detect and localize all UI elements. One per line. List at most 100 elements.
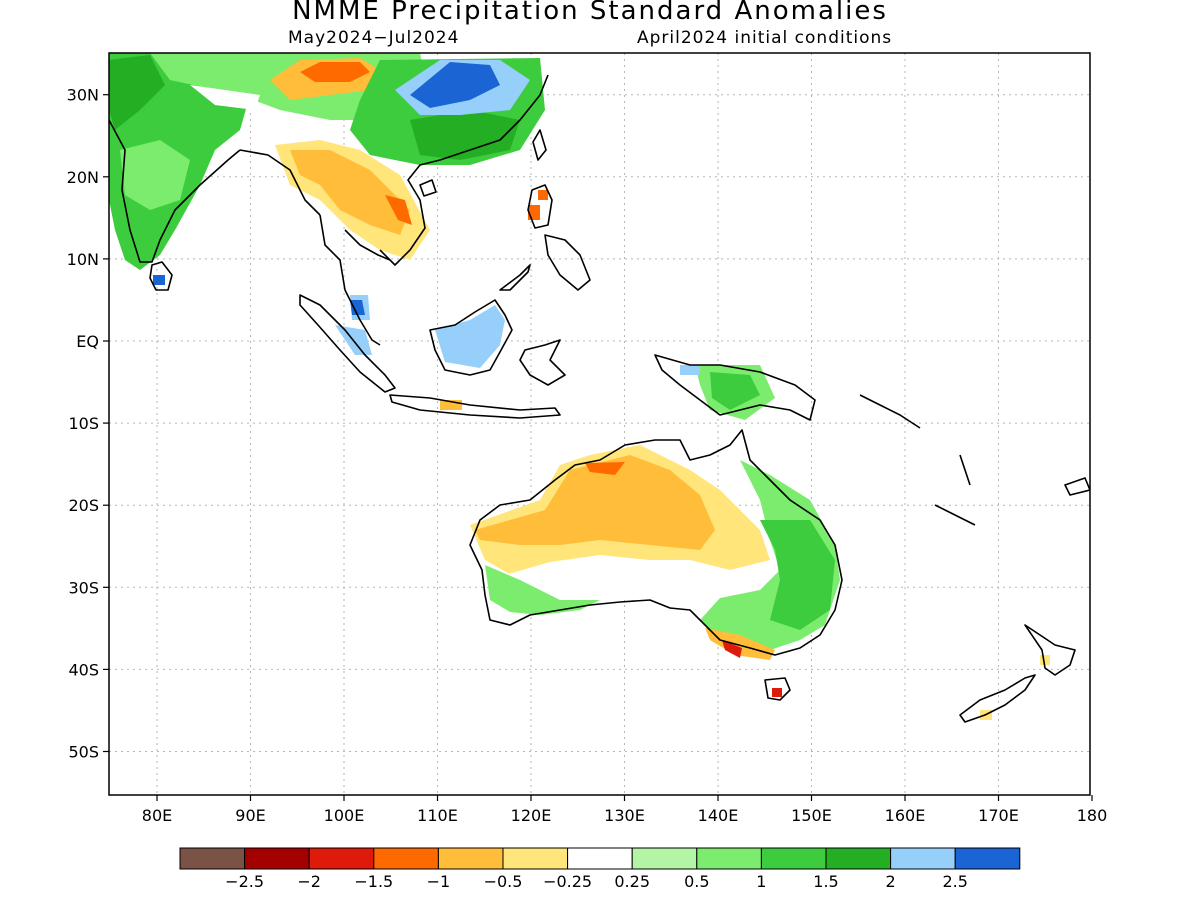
borneo-coast bbox=[429, 299, 513, 376]
india-coast bbox=[109, 119, 241, 263]
vanuatu-coast bbox=[959, 454, 971, 486]
legend-swatch bbox=[631, 847, 698, 870]
lat-tick-label: 30N bbox=[67, 86, 99, 105]
tibet-neutral-patch bbox=[190, 85, 260, 110]
legend-swatch bbox=[179, 847, 246, 870]
forecast-period: May2024−Jul2024 bbox=[288, 28, 460, 48]
lat-tick-label: EQ bbox=[76, 332, 99, 351]
sulawesi-coast bbox=[519, 339, 566, 386]
legend-swatch bbox=[954, 847, 1021, 870]
philippines-south-coast bbox=[544, 234, 591, 291]
lat-tick-label: 20S bbox=[68, 496, 99, 515]
legend-label: −1 bbox=[427, 872, 451, 891]
gulf-of-thailand-coast bbox=[344, 229, 391, 261]
new-guinea-blue-patch bbox=[680, 365, 700, 375]
sri-lanka-coast bbox=[149, 261, 173, 291]
australia-extreme-dry-edge bbox=[585, 462, 625, 475]
legend-label: −0.25 bbox=[543, 872, 592, 891]
borneo-wet-region bbox=[435, 305, 505, 368]
lat-tick-label: 20N bbox=[67, 168, 99, 187]
legend-label: −0.5 bbox=[484, 872, 523, 891]
tibet-very-dry-patch bbox=[300, 62, 370, 82]
philippines-luzon-coast bbox=[527, 184, 553, 229]
bay-of-bengal-coast bbox=[239, 149, 321, 216]
lat-tick-label: 10S bbox=[68, 414, 99, 433]
legend-colorbar: −2.5 −2 −1.5 −1 −0.5 −0.25 0.25 0.5 1 1.5 2 2.5 bbox=[179, 847, 1021, 891]
java-coast bbox=[389, 394, 561, 419]
south-china-very-wet-patch bbox=[410, 110, 520, 160]
lon-tick-label: 90E bbox=[235, 806, 265, 825]
initial-conditions: April2024 initial conditions bbox=[637, 28, 893, 48]
new-guinea-coast bbox=[654, 354, 816, 421]
lon-tick-label: 160E bbox=[885, 806, 926, 825]
lon-tick-label: 140E bbox=[698, 806, 739, 825]
west-australia-wet-region bbox=[485, 565, 600, 615]
latitude-axis: 30N 20N 10N EQ 10S 20S 30S 40S 50S bbox=[67, 86, 109, 762]
legend-label: 1 bbox=[756, 872, 766, 891]
gridlines bbox=[109, 53, 1090, 795]
lon-tick-label: 110E bbox=[417, 806, 458, 825]
legend-swatch bbox=[308, 847, 375, 870]
legend-label: 0.25 bbox=[614, 872, 650, 891]
australia-very-dry-region bbox=[475, 455, 715, 550]
legend-label: −2 bbox=[297, 872, 321, 891]
new-caledonia-coast bbox=[934, 504, 976, 526]
new-zealand-north-coast bbox=[1024, 624, 1076, 676]
hainan-coast bbox=[419, 179, 437, 197]
sri-lanka-blue-patch bbox=[153, 275, 165, 285]
palawan-coast bbox=[499, 264, 531, 291]
india-very-wet-patch bbox=[109, 55, 165, 130]
map-frame bbox=[108, 52, 1091, 796]
legend-swatch bbox=[244, 847, 310, 870]
legend-label: −1.5 bbox=[354, 872, 393, 891]
legend-swatch bbox=[825, 847, 892, 870]
victoria-very-dry-patch bbox=[722, 640, 742, 658]
indochina-very-dry-patch bbox=[290, 150, 410, 235]
victoria-dry-patch bbox=[705, 628, 775, 660]
lat-tick-label: 40S bbox=[68, 660, 99, 679]
new-guinea-very-wet-patch bbox=[710, 372, 760, 410]
australia-neutral-interior bbox=[505, 555, 780, 605]
lat-tick-label: 30S bbox=[68, 578, 99, 597]
tasmania-coast bbox=[764, 677, 791, 701]
australia-coast bbox=[469, 429, 843, 656]
lon-tick-label: 170E bbox=[978, 806, 1019, 825]
legend-swatch bbox=[437, 847, 504, 870]
lon-tick-label: 120E bbox=[511, 806, 552, 825]
solomon-islands-coast bbox=[859, 394, 921, 429]
indochina-coast bbox=[379, 74, 549, 266]
new-zealand-south-coast bbox=[959, 674, 1036, 723]
philippines-dry-patch-north bbox=[538, 190, 548, 200]
coastlines bbox=[109, 74, 1090, 723]
india-light-wet-patch bbox=[120, 140, 190, 210]
legend-swatch bbox=[567, 847, 633, 870]
legend-swatch bbox=[502, 847, 569, 870]
lon-tick-label: 100E bbox=[324, 806, 365, 825]
lon-tick-label: 180 bbox=[1077, 806, 1108, 825]
lon-tick-label: 130E bbox=[604, 806, 645, 825]
east-australia-very-wet-patch bbox=[760, 520, 835, 630]
lat-tick-label: 10N bbox=[67, 250, 99, 269]
malay-peninsula-coast bbox=[319, 214, 381, 346]
taiwan-coast bbox=[532, 129, 547, 161]
legend-swatch bbox=[696, 847, 762, 870]
longitude-axis: 80E 90E 100E 110E 120E 130E 140E 150E 160E 170E 18… bbox=[142, 795, 1108, 825]
legend-swatch bbox=[760, 847, 827, 870]
anomaly-shading bbox=[109, 53, 1050, 720]
legend-label: 2 bbox=[886, 872, 896, 891]
laos-dry-patch bbox=[385, 195, 412, 225]
fiji-coast bbox=[1064, 477, 1090, 496]
legend-swatch bbox=[373, 847, 439, 870]
map-title: NMME Precipitation Standard Anomalies bbox=[292, 0, 888, 26]
tasmania-dry-patch bbox=[772, 688, 782, 697]
lat-tick-label: 50S bbox=[68, 743, 99, 762]
sumatra-deep-blue-patch bbox=[350, 300, 365, 315]
east-china-deep-blue-patch bbox=[410, 62, 500, 108]
sumatra-coast bbox=[299, 294, 396, 393]
lon-tick-label: 80E bbox=[142, 806, 172, 825]
legend-swatch bbox=[890, 847, 956, 870]
legend-label: 1.5 bbox=[813, 872, 838, 891]
legend-label: 0.5 bbox=[684, 872, 709, 891]
legend-label: 2.5 bbox=[942, 872, 967, 891]
